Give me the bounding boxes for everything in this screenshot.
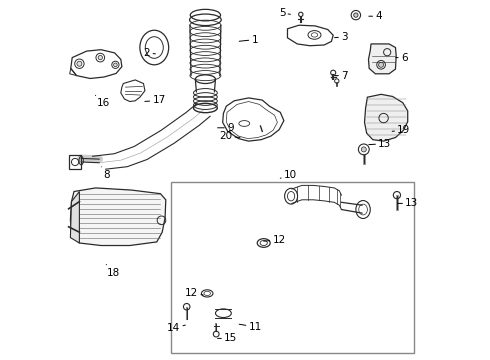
Text: 9: 9 bbox=[218, 123, 234, 133]
Text: 13: 13 bbox=[369, 139, 392, 149]
Polygon shape bbox=[368, 44, 396, 74]
Text: 4: 4 bbox=[369, 11, 382, 21]
Ellipse shape bbox=[379, 62, 384, 67]
Text: 1: 1 bbox=[239, 35, 258, 45]
Text: 10: 10 bbox=[280, 170, 297, 180]
Text: 20: 20 bbox=[219, 131, 240, 141]
Text: 17: 17 bbox=[145, 95, 166, 105]
Text: 8: 8 bbox=[102, 167, 109, 180]
Circle shape bbox=[77, 61, 82, 66]
Polygon shape bbox=[71, 192, 79, 243]
Text: 13: 13 bbox=[397, 198, 418, 208]
Text: 12: 12 bbox=[185, 288, 203, 298]
Text: 3: 3 bbox=[335, 32, 348, 42]
Circle shape bbox=[361, 147, 367, 152]
Text: 5: 5 bbox=[279, 8, 291, 18]
Bar bbox=[171, 182, 414, 353]
Circle shape bbox=[98, 55, 102, 60]
Bar bbox=[69, 155, 81, 169]
Text: 16: 16 bbox=[96, 95, 110, 108]
Text: 19: 19 bbox=[392, 125, 411, 135]
Text: 12: 12 bbox=[264, 235, 286, 245]
Text: 15: 15 bbox=[218, 333, 237, 343]
Text: 14: 14 bbox=[167, 323, 185, 333]
Text: 2: 2 bbox=[144, 48, 155, 58]
Circle shape bbox=[354, 13, 358, 17]
Text: 18: 18 bbox=[106, 265, 121, 278]
Polygon shape bbox=[71, 188, 166, 246]
Polygon shape bbox=[365, 94, 408, 141]
Text: 7: 7 bbox=[335, 71, 348, 81]
Text: 11: 11 bbox=[239, 322, 262, 332]
Circle shape bbox=[114, 63, 117, 67]
Text: 6: 6 bbox=[396, 53, 408, 63]
